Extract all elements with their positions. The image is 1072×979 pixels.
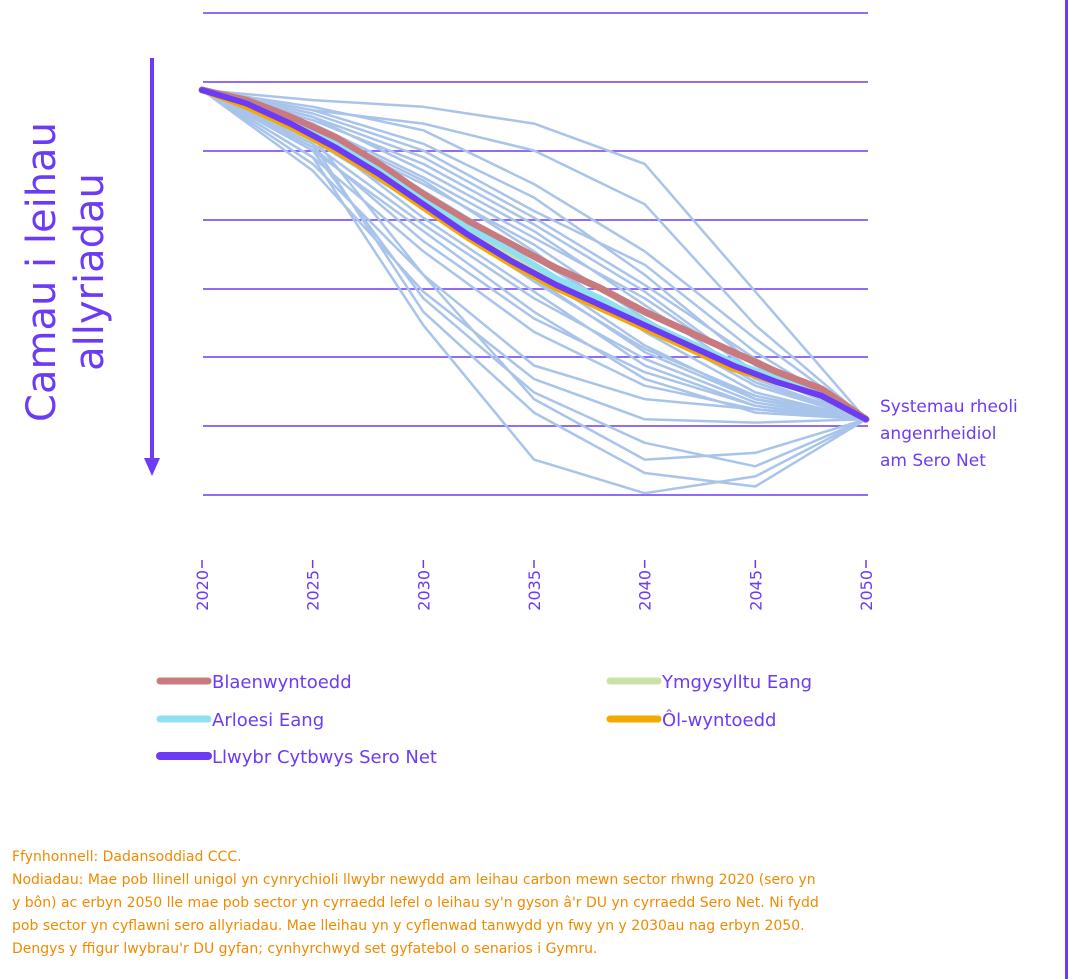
legend-label: Llwybr Cytbwys Sero Net <box>212 747 437 768</box>
end-label-line-1: Systemau rheoli <box>880 397 1018 417</box>
x-tick-label: 2040 <box>636 570 655 611</box>
legend-label: Arloesi Eang <box>212 710 324 731</box>
background-pathway-line <box>201 88 867 421</box>
series-line-0 <box>198 86 870 423</box>
down-arrow-icon <box>144 58 160 476</box>
x-tick-label: 2020 <box>193 570 212 611</box>
background-pathway-line <box>201 88 867 421</box>
pathways-chart: 2020 2025 2030 2035 2040 2045 2050 Camau i lei… <box>19 12 1018 768</box>
legend-item-llwybr-cytbwys: Llwybr Cytbwys Sero Net <box>156 747 437 768</box>
y-axis-label-line-2: allyriadau <box>67 173 113 371</box>
highlight-pathways <box>198 86 870 423</box>
source-line: Ffynhonnell: Dadansoddiad CCC. <box>12 849 242 865</box>
end-label-line-3: am Sero Net <box>880 451 986 471</box>
x-tick-label: 2030 <box>414 570 433 611</box>
x-tick-label: 2045 <box>746 570 765 611</box>
background-pathway-line <box>201 88 867 495</box>
legend-item-arloesi-eang: Arloesi Eang <box>156 710 324 731</box>
end-label: Systemau rheoli angenrheidiol am Sero Ne… <box>880 397 1018 471</box>
legend-item-blaenwyntoedd: Blaenwyntoedd <box>156 672 352 693</box>
notes-line: Nodiadau: Mae pob llinell unigol yn cynr… <box>12 872 816 888</box>
background-pathway-line <box>201 88 867 424</box>
notes-line: y bôn) ac erbyn 2050 lle mae pob sector … <box>12 895 819 911</box>
background-pathway-line <box>201 88 867 421</box>
x-axis-ticks: 2020 2025 2030 2035 2040 2045 2050 <box>193 560 876 611</box>
background-pathway-line <box>201 88 867 421</box>
notes-line: pob sector yn cyflawni sero allyriadau. … <box>12 918 805 934</box>
legend: Blaenwyntoedd Ymgysylltu Eang Arloesi Ea… <box>156 672 812 768</box>
background-pathway-line <box>201 88 867 421</box>
legend-label: Blaenwyntoedd <box>212 672 352 693</box>
legend-label: Ôl-wyntoedd <box>662 709 776 731</box>
source-notes: Ffynhonnell: Dadansoddiad CCC. Nodiadau:… <box>12 846 1057 961</box>
y-axis-label: Camau i leihau allyriadau <box>19 122 113 422</box>
notes-line: Dengys y ffigur lwybrau'r DU gyfan; cynh… <box>12 941 598 957</box>
right-border-rule <box>1065 0 1068 979</box>
x-tick-label: 2035 <box>525 570 544 611</box>
end-label-line-2: angenrheidiol <box>880 424 997 444</box>
background-pathway-line <box>201 88 867 468</box>
legend-item-ymgysylltu-eang: Ymgysylltu Eang <box>606 672 812 693</box>
legend-item-ol-wyntoedd: Ôl-wyntoedd <box>606 709 776 731</box>
background-pathway-line <box>201 88 867 421</box>
series-line-4 <box>199 87 869 423</box>
y-axis-label-line-1: Camau i leihau <box>19 122 65 422</box>
background-pathway-line <box>201 88 867 421</box>
background-pathway-line <box>201 88 867 488</box>
legend-label: Ymgysylltu Eang <box>661 672 812 693</box>
x-tick-label: 2025 <box>304 570 323 611</box>
x-tick-label: 2050 <box>857 570 876 611</box>
